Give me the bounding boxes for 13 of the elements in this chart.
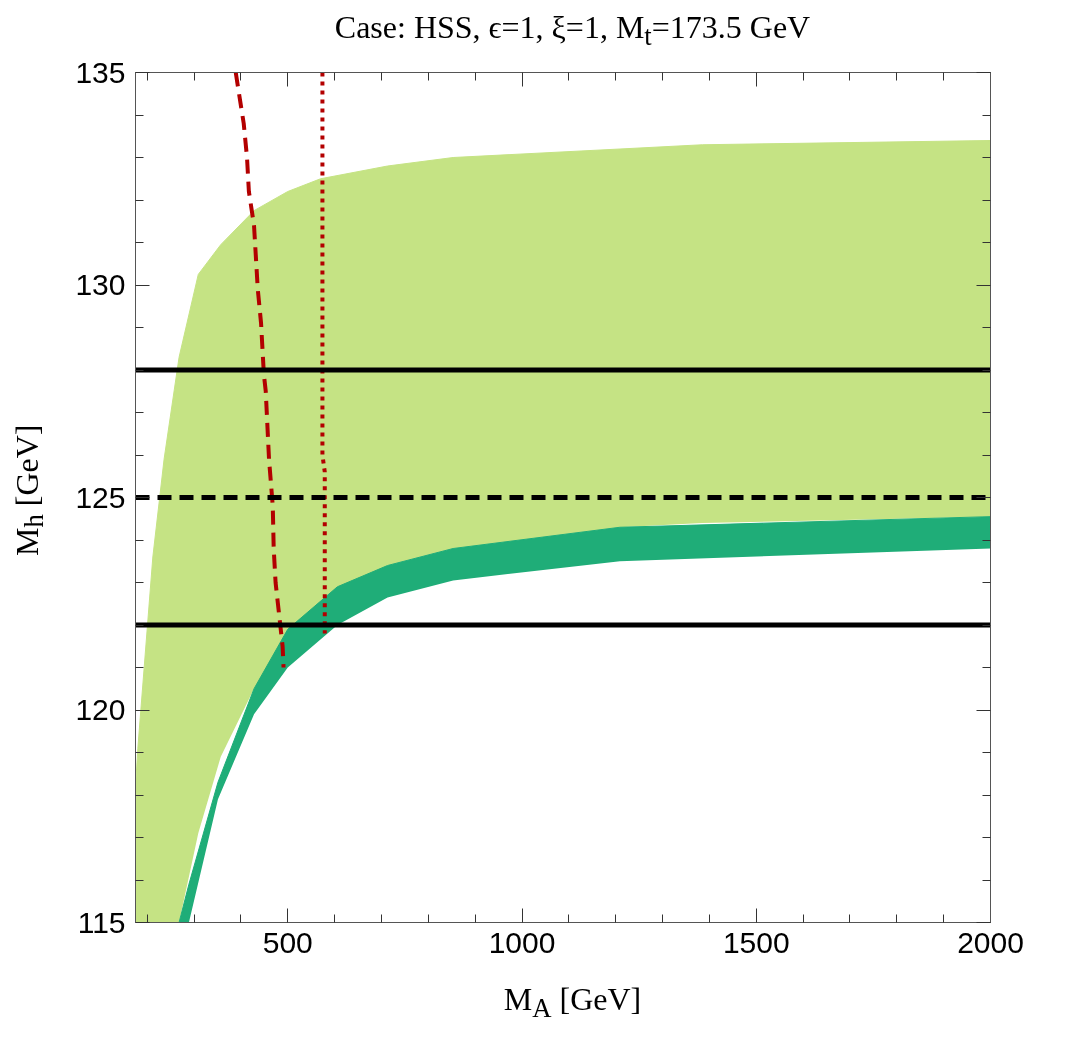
x-tick-label: 1500 xyxy=(722,925,790,959)
line-series xyxy=(233,72,286,670)
x-axis-title: M$_{A}$ [GeV] xyxy=(502,980,643,1026)
x-tick-label: 1000 xyxy=(488,925,556,959)
y-tick-label: 120 xyxy=(75,693,126,726)
y-tick-label: 135 xyxy=(75,55,126,89)
y-tick-label: 130 xyxy=(75,268,126,301)
y-tick-label: 125 xyxy=(75,480,126,514)
chart-title: Case: HSS, ϵ=1, ξ=1, M$_{t}$=173.5 GeV xyxy=(333,8,812,54)
line-series xyxy=(320,72,327,636)
x-tick-label: 500 xyxy=(262,925,313,959)
y-tick-label: 115 xyxy=(77,905,126,939)
x-tick-label: 2000 xyxy=(957,925,1024,959)
